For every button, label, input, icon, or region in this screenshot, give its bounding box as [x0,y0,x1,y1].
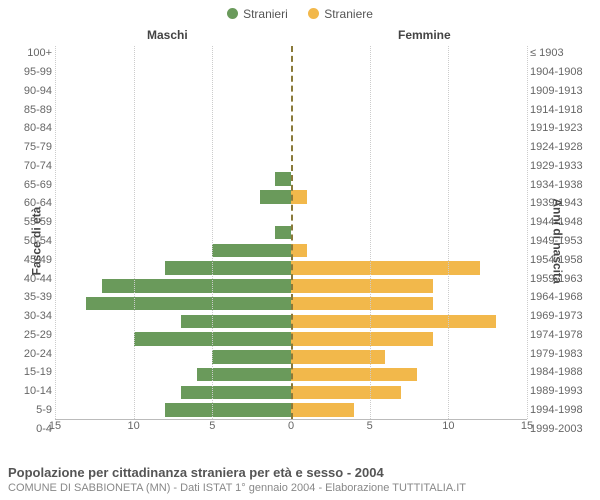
header-female: Femmine [398,28,451,42]
plot-area [55,46,527,420]
birth-year-label: 1914-1918 [530,105,600,116]
bar-female [291,350,385,363]
birth-year-label: 1969-1973 [530,311,600,322]
legend-item-female: Straniere [308,7,373,21]
birth-year-label: 1919-1923 [530,123,600,134]
gridline [448,46,449,419]
age-label: 75-79 [0,142,52,153]
birth-year-label: 1929-1933 [530,161,600,172]
birth-year-label: 1984-1988 [530,367,600,378]
x-tick-label: 0 [288,420,294,432]
gridline [55,46,56,419]
bar-male [275,172,291,185]
birth-year-label: 1934-1938 [530,180,600,191]
bar-male [102,279,291,292]
legend-item-male: Stranieri [227,7,288,21]
bar-male [197,368,291,381]
bar-female [291,244,307,257]
age-label: 15-19 [0,367,52,378]
age-label: 65-69 [0,180,52,191]
age-label: 35-39 [0,292,52,303]
age-label: 20-24 [0,349,52,360]
birth-year-label: ≤ 1903 [530,48,600,59]
age-label: 5-9 [0,405,52,416]
birth-year-label: 1979-1983 [530,349,600,360]
bar-female [291,386,401,399]
x-tick-label: 5 [367,420,373,432]
birth-year-label: 1994-1998 [530,405,600,416]
header-male: Maschi [147,28,188,42]
bar-female [291,368,417,381]
x-tick-label: 5 [209,420,215,432]
birth-year-label: 1924-1928 [530,142,600,153]
birth-year-label: 1954-1958 [530,255,600,266]
age-label: 50-54 [0,236,52,247]
bar-male [165,403,291,416]
legend-swatch-female [308,8,319,19]
birth-year-label: 1989-1993 [530,386,600,397]
x-tick-label: 10 [442,420,454,432]
bar-male [212,350,291,363]
birth-year-label: 1909-1913 [530,86,600,97]
bar-male [212,244,291,257]
center-divider [291,46,293,419]
age-label: 95-99 [0,67,52,78]
bar-female [291,403,354,416]
age-label: 60-64 [0,198,52,209]
bar-male [86,297,291,310]
bar-female [291,315,496,328]
age-label: 45-49 [0,255,52,266]
bar-female [291,190,307,203]
gridline [527,46,528,419]
y-axis-left: 100+ 95-99 90-94 85-89 80-84 75-79 70-74 65-69 6… [0,44,52,438]
bar-male [181,386,291,399]
birth-year-label: 1999-2003 [530,424,600,435]
legend-label-male: Stranieri [243,7,288,21]
bar-male [275,226,291,239]
chart-title: Popolazione per cittadinanza straniera p… [8,465,592,480]
age-label: 55-59 [0,217,52,228]
birth-year-label: 1959-1963 [530,274,600,285]
age-label: 40-44 [0,274,52,285]
age-label: 10-14 [0,386,52,397]
birth-year-label: 1939-1943 [530,198,600,209]
chart-area: Fasce di età Anni di nascita 100+95-9990… [0,44,600,438]
age-label: 0-4 [0,424,52,435]
chart-subtitle: COMUNE DI SABBIONETA (MN) - Dati ISTAT 1… [8,482,592,494]
bar-male [165,261,291,274]
age-label: 80-84 [0,123,52,134]
bar-female [291,261,480,274]
gridline [134,46,135,419]
gridline [212,46,213,419]
birth-year-label: 1974-1978 [530,330,600,341]
x-tick-label: 15 [521,420,533,432]
legend: Stranieri Straniere [0,0,600,24]
age-label: 100+ [0,48,52,59]
x-axis: 15105051015 [55,420,527,434]
x-tick-label: 15 [49,420,61,432]
y-axis-right: ≤ 1903 1904-1908 1909-1913 1914-1918 1919-19… [530,44,600,438]
gridline [370,46,371,419]
footer: Popolazione per cittadinanza straniera p… [8,465,592,494]
legend-label-female: Straniere [324,7,373,21]
bar-female [291,332,433,345]
birth-year-label: 1964-1968 [530,292,600,303]
x-tick-label: 10 [128,420,140,432]
age-label: 90-94 [0,86,52,97]
bar-male [181,315,291,328]
bar-female [291,297,433,310]
age-label: 70-74 [0,161,52,172]
bar-male [260,190,291,203]
birth-year-label: 1949-1953 [530,236,600,247]
age-label: 85-89 [0,105,52,116]
birth-year-label: 1944-1948 [530,217,600,228]
bar-female [291,279,433,292]
age-label: 25-29 [0,330,52,341]
birth-year-label: 1904-1908 [530,67,600,78]
age-label: 30-34 [0,311,52,322]
legend-swatch-male [227,8,238,19]
